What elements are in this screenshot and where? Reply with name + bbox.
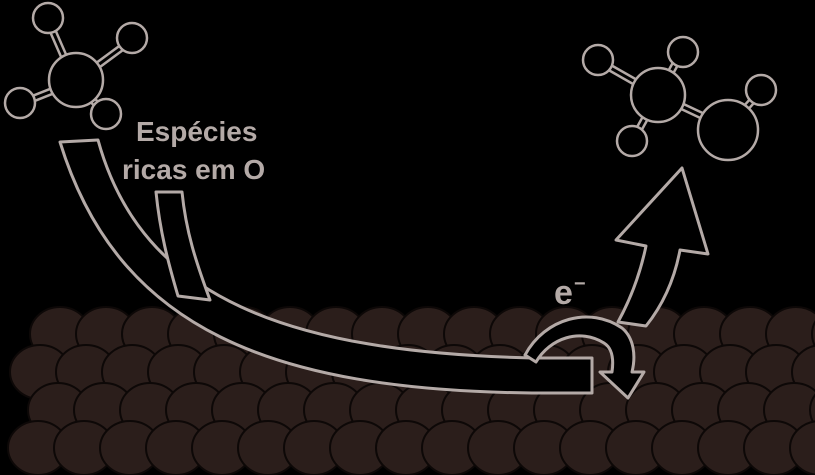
product-hydrogen-atom (581, 43, 615, 77)
reactant-hydrogen-atom (115, 21, 149, 55)
surface-atom (809, 393, 815, 427)
surface-atom (789, 420, 815, 475)
product-carbon-atom (629, 66, 687, 124)
electron-charge: − (573, 273, 586, 295)
catalyst-surface (7, 306, 815, 475)
reactant-hydrogen-atom (31, 1, 65, 35)
species-inflow-arrow (154, 190, 212, 302)
reactant-hydrogen-atom (89, 97, 123, 131)
electron-label: e− (554, 266, 586, 311)
product-hydrogen-atom (666, 35, 700, 69)
product-hydrogen-atom (744, 73, 778, 107)
surface-atom (811, 320, 815, 348)
product-molecule (581, 35, 778, 162)
reactant-hydrogen-atom (3, 86, 37, 120)
product-oxygen-atom (696, 98, 760, 162)
electron-symbol: e (554, 274, 573, 312)
surface-hook-arrow (523, 315, 646, 400)
product-hydrogen-atom (615, 124, 649, 158)
species-label-line1: Espécies (136, 116, 258, 147)
product-release-arrow (614, 166, 710, 328)
reactant-carbon-atom (47, 51, 105, 109)
species-label-line2: ricas em O (122, 154, 266, 185)
reactant-molecule (3, 1, 149, 131)
